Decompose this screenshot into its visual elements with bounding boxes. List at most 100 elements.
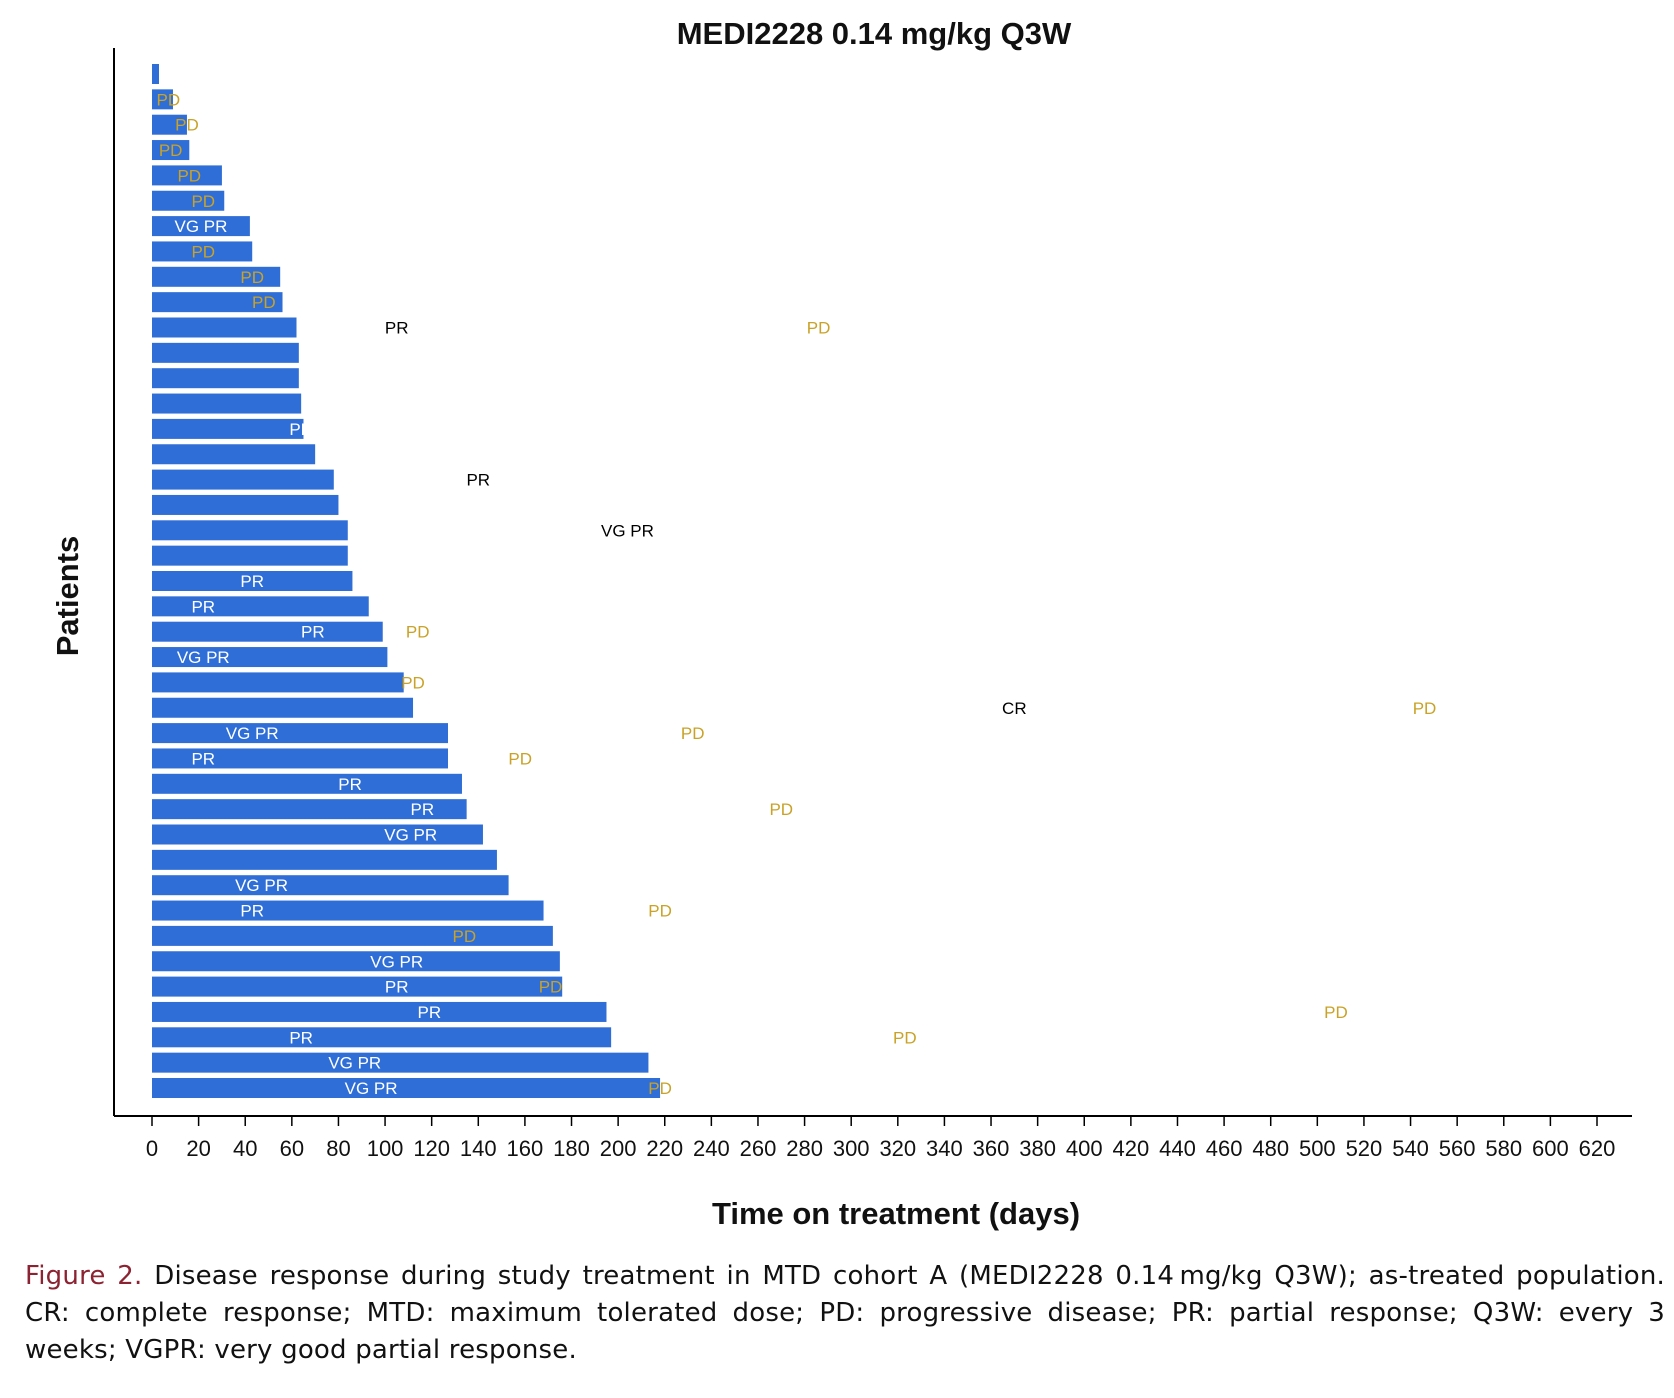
pd-label: PD <box>159 141 183 160</box>
pd-label: PD <box>1413 699 1437 718</box>
pd-label: PD <box>648 902 672 921</box>
pr-label: PR <box>466 471 490 490</box>
patient-bar <box>152 241 253 262</box>
pd-label: PD <box>252 293 276 312</box>
pd-label: PD <box>406 623 430 642</box>
patient-bar <box>152 799 467 820</box>
x-tick-label: 560 <box>1439 1136 1476 1161</box>
pd-label: PD <box>648 1079 672 1098</box>
figure-label: Figure 2. <box>25 1261 143 1291</box>
patient-bar <box>152 647 388 668</box>
x-tick-label: 440 <box>1159 1136 1196 1161</box>
patient-bar <box>152 165 222 186</box>
x-tick-label: 500 <box>1299 1136 1336 1161</box>
patient-bar <box>152 900 544 921</box>
patient-bar <box>152 925 553 946</box>
patient-bar <box>152 216 250 237</box>
x-tick-label: 60 <box>280 1136 304 1161</box>
x-tick-label: 120 <box>413 1136 450 1161</box>
pd-label: PD <box>539 978 563 997</box>
pr-label: PR <box>240 902 264 921</box>
x-tick-label: 480 <box>1252 1136 1289 1161</box>
patient-bar <box>152 393 302 414</box>
x-tick-label: 80 <box>326 1136 350 1161</box>
pr-label: PR <box>338 775 362 794</box>
x-tick-label: 340 <box>926 1136 963 1161</box>
pd-label: PD <box>177 166 201 185</box>
vgpr-label: VG PR <box>226 724 279 743</box>
pd-label: PD <box>681 724 705 743</box>
x-tick-label: 600 <box>1532 1136 1569 1161</box>
vgpr-label: VG PR <box>384 826 437 845</box>
pd-label: PD <box>508 749 532 768</box>
x-tick-label: 140 <box>460 1136 497 1161</box>
vgpr-label: VG PR <box>174 217 227 236</box>
x-tick-label: 620 <box>1579 1136 1616 1161</box>
x-tick-label: 380 <box>1019 1136 1056 1161</box>
patient-bar <box>152 418 304 439</box>
pd-label: PD <box>240 268 264 287</box>
x-tick-label: 420 <box>1113 1136 1150 1161</box>
pd-label: PD <box>191 192 215 211</box>
pd-label: PD <box>452 927 476 946</box>
patient-bar <box>152 951 560 972</box>
pr-label: PR <box>191 597 215 616</box>
x-tick-label: 160 <box>507 1136 544 1161</box>
x-tick-label: 540 <box>1392 1136 1429 1161</box>
patient-bar <box>152 748 448 769</box>
pr-label: PR <box>301 623 325 642</box>
patient-bar <box>152 875 509 896</box>
patient-bar <box>152 1078 661 1098</box>
patient-bar <box>152 494 339 515</box>
patient-bar <box>152 596 369 617</box>
patient-bar <box>152 849 497 870</box>
patient-bar <box>152 317 297 338</box>
patient-bar <box>152 571 353 591</box>
patient-bar <box>152 773 462 794</box>
pr-label: PR <box>191 749 215 768</box>
x-tick-label: 260 <box>740 1136 777 1161</box>
patient-bar <box>152 621 383 642</box>
patient-bar <box>152 672 404 693</box>
patient-bar <box>152 444 316 465</box>
x-tick-label: 180 <box>553 1136 590 1161</box>
patient-bar <box>152 114 187 135</box>
x-tick-label: 220 <box>646 1136 683 1161</box>
x-tick-label: 20 <box>186 1136 210 1161</box>
vgpr-label: VG PR <box>235 876 288 895</box>
x-tick-label: 520 <box>1346 1136 1383 1161</box>
patient-bar <box>152 368 299 389</box>
x-tick-label: 320 <box>879 1136 916 1161</box>
x-axis-ticks: 0 20 40 60 80 100 120 140 160 180 200 220 240 260 280 3… <box>146 1116 1615 1161</box>
patient-bar <box>152 824 483 845</box>
patient-bar <box>152 697 414 718</box>
vgpr-label: VG PR <box>601 521 654 540</box>
patient-bar <box>152 976 563 997</box>
pd-label: PD <box>191 242 215 261</box>
patient-bar <box>152 89 173 110</box>
pr-label: PR <box>385 319 409 338</box>
x-tick-label: 300 <box>833 1136 870 1161</box>
x-tick-label: 100 <box>367 1136 404 1161</box>
patient-bar <box>152 190 225 211</box>
x-tick-label: 460 <box>1206 1136 1243 1161</box>
pr-label: PR <box>385 978 409 997</box>
pd-label: PD <box>401 673 425 692</box>
patient-bar <box>152 64 159 84</box>
pr-label: PR <box>289 420 313 439</box>
pd-label: PD <box>807 319 831 338</box>
x-tick-label: 400 <box>1066 1136 1103 1161</box>
pr-label: PR <box>418 1003 442 1022</box>
x-tick-label: 280 <box>786 1136 823 1161</box>
pr-label: PR <box>240 572 264 591</box>
patient-bar <box>152 545 348 566</box>
chart-title: MEDI2228 0.14 mg/kg Q3W <box>677 16 1072 51</box>
patient-bar <box>152 723 448 744</box>
y-axis-title: Patients <box>50 536 85 657</box>
x-tick-label: 360 <box>973 1136 1010 1161</box>
patient-bar <box>152 1027 612 1048</box>
caption-text: Disease response during study treatment … <box>25 1261 1665 1365</box>
x-tick-label: 240 <box>693 1136 730 1161</box>
plot-area: PD PD PD PD PD VG PR PD PD PD PR PD PR PR VG PR PR PR PR… <box>152 64 1436 1098</box>
